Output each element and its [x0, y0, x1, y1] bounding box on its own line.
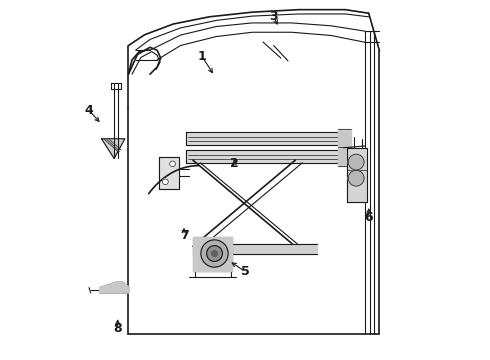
Text: 7: 7 [180, 229, 189, 242]
Circle shape [163, 179, 168, 185]
Circle shape [212, 251, 218, 256]
Polygon shape [100, 282, 129, 293]
Circle shape [348, 170, 364, 186]
Polygon shape [159, 157, 179, 189]
Circle shape [170, 161, 175, 167]
Text: 6: 6 [365, 211, 373, 224]
Text: 4: 4 [85, 104, 94, 117]
Text: 5: 5 [241, 265, 249, 278]
Polygon shape [347, 148, 367, 202]
Polygon shape [101, 139, 125, 158]
Text: 1: 1 [197, 50, 206, 63]
Text: 3: 3 [270, 10, 278, 23]
Polygon shape [193, 237, 232, 271]
Circle shape [348, 154, 364, 170]
Circle shape [201, 240, 228, 267]
Circle shape [207, 246, 222, 261]
Text: 8: 8 [113, 322, 122, 335]
Text: 2: 2 [230, 157, 239, 170]
